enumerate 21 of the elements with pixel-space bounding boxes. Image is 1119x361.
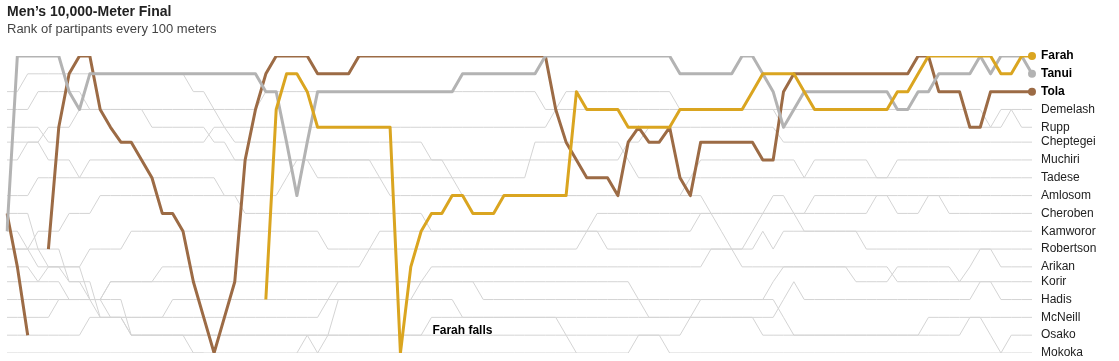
series-label: Hadis (1041, 291, 1072, 306)
series-label: Tanui (1041, 66, 1073, 81)
series-label: Osako (1041, 327, 1077, 342)
series-label: Tadese (1041, 170, 1081, 185)
series-label: Tola (1041, 83, 1066, 98)
series-label: Amlosom (1041, 187, 1092, 202)
series-label: Farah (1041, 48, 1074, 63)
series-label: Mokoka (1041, 345, 1084, 360)
annotation: Farah falls (432, 323, 493, 338)
series-label: McNeill (1041, 309, 1081, 324)
series-label: Demelash (1041, 101, 1096, 116)
series-label: Korir (1041, 274, 1067, 289)
series-label: Cheroben (1041, 205, 1094, 220)
chart-subtitle: Rank of partipants every 100 meters (7, 21, 217, 36)
chart-title: Men’s 10,000-Meter Final (7, 3, 172, 19)
series-label: Kamworor (1041, 223, 1096, 238)
series-label: Cheptegei (1041, 134, 1096, 149)
series-label: Arikan (1041, 259, 1076, 274)
series-label: Robertson (1041, 241, 1097, 256)
series-label: Muchiri (1041, 152, 1080, 167)
series-label: Rupp (1041, 119, 1071, 134)
